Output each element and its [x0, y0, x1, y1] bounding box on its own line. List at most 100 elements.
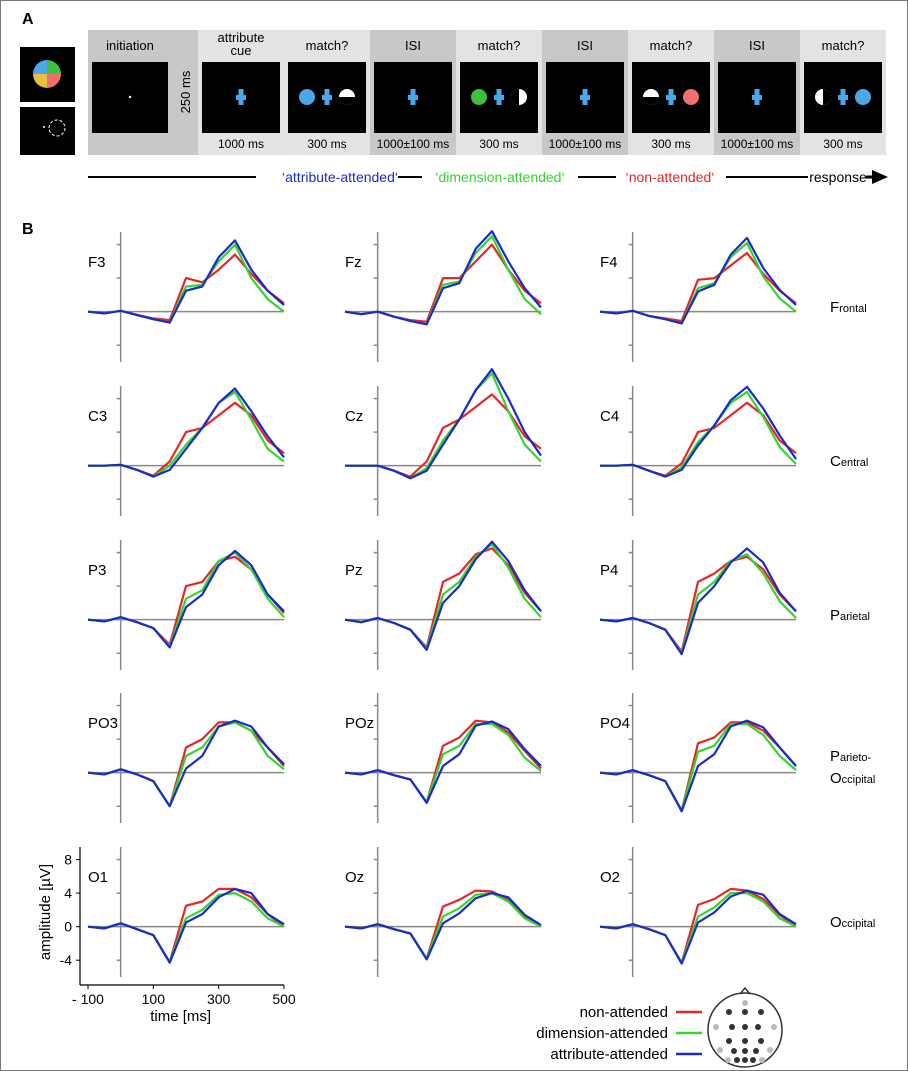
step-title: initiation	[106, 38, 154, 53]
electrode-label: P4	[600, 562, 618, 579]
step-duration: 1000±100 ms	[721, 137, 794, 151]
electrode-label: POz	[345, 715, 374, 732]
erp-plot: POz	[344, 693, 542, 823]
region-rest: entral	[841, 457, 869, 469]
electrode-label: O2	[600, 869, 620, 886]
erp-line	[87, 239, 285, 324]
step-duration: 1000±100 ms	[549, 137, 622, 151]
y-axis-title: amplitude [µV]	[37, 864, 54, 960]
y-tick-label: 8	[64, 852, 72, 868]
electrode	[758, 1038, 764, 1044]
timeline-label: response	[809, 169, 867, 185]
timeline-arrow	[872, 170, 888, 184]
region-initial: F	[830, 299, 839, 316]
erp-line	[344, 230, 542, 326]
electrode	[759, 1057, 765, 1063]
electrode	[726, 1038, 732, 1044]
erp-plot: Cz	[345, 368, 542, 516]
stimulus	[752, 95, 762, 100]
electrode-map	[707, 986, 783, 1068]
region-initial: O	[830, 770, 842, 787]
electrode	[742, 1057, 748, 1063]
gap-column	[172, 30, 198, 155]
region-rest: arietal	[840, 611, 870, 623]
erp-line	[599, 889, 797, 965]
stimulus	[855, 89, 871, 105]
stimulus	[838, 95, 848, 100]
stimulus	[322, 95, 332, 100]
electrode	[726, 1009, 732, 1015]
electrode	[742, 1000, 748, 1006]
erp-line	[344, 892, 542, 961]
erp-line	[599, 719, 797, 813]
stimulus	[494, 95, 504, 100]
region-rest: ccipital	[842, 918, 876, 930]
legend-label: attribute-attended	[550, 1046, 668, 1063]
erp-plot: PO3	[87, 693, 285, 823]
x-tick-label: 300	[207, 991, 231, 1007]
legend-label: dimension-attended	[536, 1025, 668, 1042]
region-label: Parietal	[830, 607, 870, 624]
step-title: attribute	[218, 30, 265, 45]
icon-screen	[20, 107, 75, 155]
erp-line	[87, 887, 285, 964]
region-initial: P	[830, 607, 840, 624]
electrode	[742, 1024, 748, 1030]
stimulus	[823, 89, 831, 105]
erp-plot: O2	[599, 847, 797, 977]
region-label: Parieto-	[830, 748, 872, 765]
electrode	[729, 1024, 735, 1030]
x-axis-title: time [ms]	[150, 1008, 211, 1025]
electrode	[742, 1009, 748, 1015]
region-label: Occipital	[830, 770, 875, 787]
electrode	[755, 1024, 761, 1030]
stimulus	[471, 89, 487, 105]
erp-plot: Pz	[344, 540, 542, 670]
fixation-dot	[43, 126, 45, 128]
timeline-label: ‘non-attended‘	[626, 169, 715, 185]
electrode-label: F4	[600, 254, 618, 271]
electrode	[753, 1048, 759, 1054]
timeline-label: ‘dimension-attended‘	[435, 169, 564, 185]
region-rest: arieto-	[840, 752, 872, 764]
stimulus	[580, 95, 590, 100]
stimulus	[408, 95, 418, 100]
region-initial: P	[830, 748, 840, 765]
stimulus	[666, 95, 676, 100]
step-duration: 300 ms	[651, 137, 690, 151]
electrode-label: Pz	[345, 562, 363, 579]
electrode-label: Cz	[345, 408, 363, 425]
legend-label: non-attended	[580, 1004, 668, 1021]
electrode	[767, 1047, 773, 1053]
electrode-label: F3	[88, 254, 106, 271]
erp-plot: P3	[87, 540, 285, 670]
region-label: Central	[830, 453, 868, 470]
step-title: match?	[650, 38, 693, 53]
erp-line	[599, 547, 797, 656]
x-tick-label: 500	[272, 991, 296, 1007]
step-duration: 1000±100 ms	[377, 137, 450, 151]
electrode-label: Fz	[345, 254, 362, 271]
erp-line	[87, 549, 285, 649]
erp-plot: PO4	[599, 693, 797, 823]
y-tick-label: -4	[60, 952, 73, 968]
step-title: ISI	[749, 38, 765, 53]
y-tick-label: 0	[64, 919, 72, 935]
step-duration: 300 ms	[307, 137, 346, 151]
cue-circle	[48, 119, 66, 137]
erp-plot: Oz	[344, 847, 542, 977]
electrode-label: O1	[88, 869, 108, 886]
erp-plot: P4	[599, 540, 797, 670]
panel-label: B	[22, 221, 34, 238]
electrode-label: C3	[88, 408, 107, 425]
electrode	[731, 1048, 737, 1054]
step-title: match?	[478, 38, 521, 53]
erp-line	[88, 387, 285, 478]
erp-line	[345, 368, 542, 480]
electrode	[742, 1048, 748, 1054]
electrode-label: PO3	[88, 715, 118, 732]
